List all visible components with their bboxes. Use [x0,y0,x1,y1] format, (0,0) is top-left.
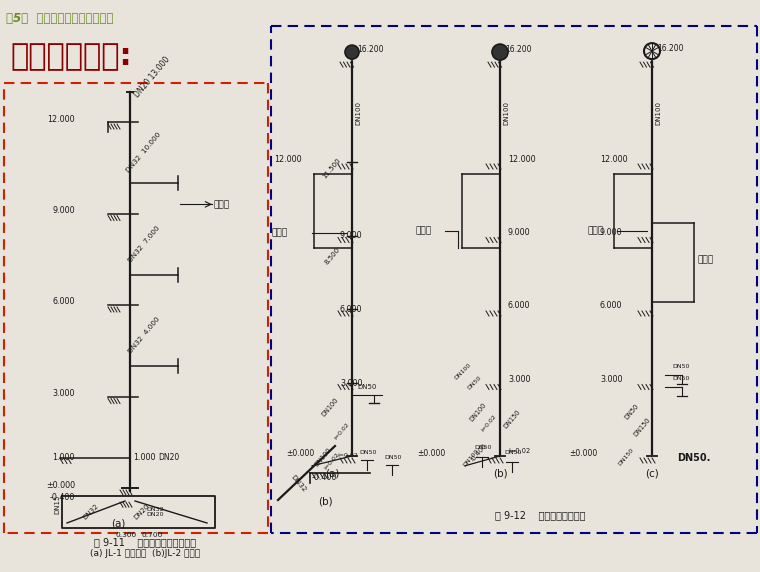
Text: 0.300: 0.300 [115,532,136,538]
Text: 11.500: 11.500 [321,157,342,180]
Text: 同二层: 同二层 [698,256,714,264]
Circle shape [345,45,359,59]
Text: ±0.000: ±0.000 [416,448,445,458]
Text: DN32  7.000: DN32 7.000 [127,225,161,263]
Text: (b): (b) [318,496,332,506]
Text: 12.000: 12.000 [274,154,302,164]
Text: ±0.000: ±0.000 [568,448,597,458]
Text: 9.000: 9.000 [600,228,622,237]
Text: 16.200: 16.200 [657,43,683,53]
Text: i=0.02: i=0.02 [337,453,358,458]
Text: 12.000: 12.000 [47,114,75,124]
Text: DN100: DN100 [321,396,340,418]
Text: 第5章  水暖及水灭火工程量计算: 第5章 水暖及水灭火工程量计算 [6,12,113,25]
Text: 6.000: 6.000 [508,301,530,311]
Text: 6.000: 6.000 [52,297,75,307]
Text: (c): (c) [645,468,659,478]
Text: DN150: DN150 [502,409,521,430]
Text: 16.200: 16.200 [357,45,384,54]
Text: DN100: DN100 [503,101,509,125]
Text: 6.000: 6.000 [340,305,363,314]
Text: 同二层: 同二层 [587,226,603,235]
Text: 3.000: 3.000 [340,379,363,387]
Text: DN32  10.000: DN32 10.000 [125,132,163,174]
Text: ±0.000: ±0.000 [286,448,314,458]
Text: DN50: DN50 [474,445,492,450]
Text: 0.700: 0.700 [142,532,163,538]
Text: DN50: DN50 [504,450,521,455]
Text: DN100: DN100 [462,448,480,468]
Text: i=0.02: i=0.02 [480,414,497,432]
Text: DN100: DN100 [314,447,333,468]
Text: 同二层: 同二层 [272,229,288,237]
Text: DN50: DN50 [672,376,689,382]
Text: 1.000: 1.000 [52,452,75,462]
Text: DN50: DN50 [357,384,376,390]
Text: 9.000: 9.000 [508,228,530,237]
Text: (a) JL-1 系统图；  (b)JL-2 系统图: (a) JL-1 系统图； (b)JL-2 系统图 [90,549,200,558]
Text: 识图基本方法:: 识图基本方法: [10,42,131,71]
Text: -0.400: -0.400 [49,492,75,502]
Text: DN32
DN20: DN32 DN20 [146,507,164,518]
Text: i=0.02: i=0.02 [508,448,530,454]
Text: DN100: DN100 [355,101,361,125]
Text: (b): (b) [492,468,508,478]
Text: 16.200: 16.200 [505,45,531,54]
Text: DN20 13.000: DN20 13.000 [132,55,172,100]
Text: 3.000: 3.000 [508,375,530,384]
Text: DN20: DN20 [158,452,179,462]
Text: DN150: DN150 [617,447,635,467]
Text: (a): (a) [325,468,339,478]
Text: 同二层: 同二层 [415,226,431,235]
Text: (a): (a) [111,519,125,529]
Text: 图 9-11    某住宅给水系统轴测图: 图 9-11 某住宅给水系统轴测图 [94,537,196,547]
Text: DN15: DN15 [54,494,60,514]
Text: -0.400: -0.400 [470,443,489,463]
Text: 9.000: 9.000 [340,232,363,240]
Text: 1.000: 1.000 [133,452,156,462]
Text: DN20: DN20 [133,503,151,521]
Text: 3.000: 3.000 [600,375,622,384]
Text: 图 9-12    某住宅排水系统图: 图 9-12 某住宅排水系统图 [495,510,585,520]
Text: 同底层: 同底层 [214,200,230,209]
Text: DN100: DN100 [655,101,661,125]
Text: DN50: DN50 [384,455,401,459]
Text: i=0.02: i=0.02 [334,422,350,441]
Text: 9.000: 9.000 [52,206,75,215]
Text: 3.000: 3.000 [52,389,75,398]
Text: DN50: DN50 [624,403,640,421]
Text: 12.000: 12.000 [508,154,536,164]
Text: 12.000: 12.000 [600,154,628,164]
Text: DN32  4.000: DN32 4.000 [127,316,161,355]
Text: DN50: DN50 [672,364,689,369]
Text: DN32: DN32 [289,474,307,494]
Circle shape [492,44,508,60]
Text: ±0.000: ±0.000 [46,480,75,490]
Text: DN50: DN50 [467,375,483,391]
Text: -0.400: -0.400 [312,473,337,482]
Text: DN50: DN50 [359,450,376,455]
Text: 8.500: 8.500 [323,246,340,265]
Text: DN50.: DN50. [677,453,711,463]
Text: DN150: DN150 [632,416,651,437]
Text: DN100: DN100 [468,402,487,423]
Text: DN100: DN100 [454,363,473,381]
Text: DN32: DN32 [82,503,100,521]
Text: 6.000: 6.000 [600,301,622,311]
Text: i=0.02: i=0.02 [324,451,340,470]
